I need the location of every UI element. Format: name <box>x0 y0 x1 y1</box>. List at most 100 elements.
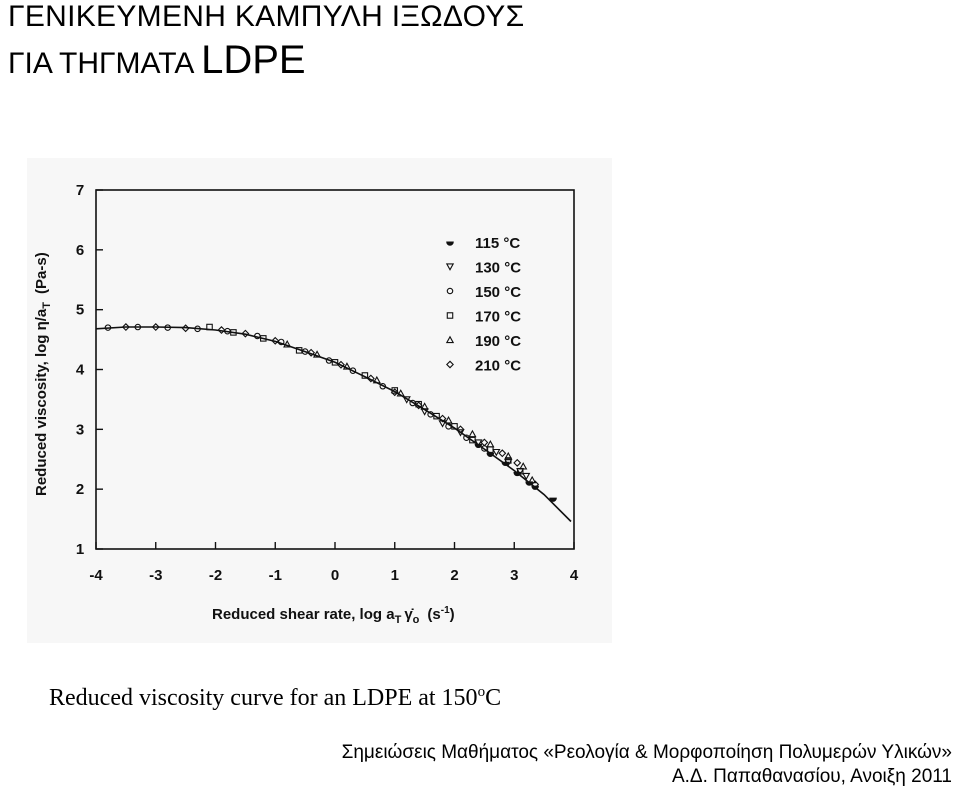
data-point-series-5 <box>498 449 507 458</box>
data-point-series-1 <box>504 459 513 467</box>
slide-title-line-1: ΓΕΝΙΚΕΥΜΕΝΗ ΚΑΜΠΥΛΗ ΙΞΩΔΟΥΣ <box>8 0 524 34</box>
data-point-series-3 <box>451 423 458 430</box>
data-point-series-3 <box>391 387 399 394</box>
data-point-series-5 <box>366 374 375 383</box>
footer-course-notes: Σημειώσεις Μαθήματος «Ρεολογία & Μορφοπο… <box>341 742 952 763</box>
y-axis-label-unit: (Pa-s) <box>33 252 50 294</box>
data-point-series-5 <box>336 360 345 369</box>
x-tick-label: 2 <box>450 567 458 584</box>
legend-label-1: 130 °C <box>475 260 521 277</box>
legend-label-4: 190 °C <box>475 333 521 350</box>
data-point-series-5 <box>121 323 130 331</box>
data-point-series-4 <box>372 375 381 384</box>
data-point-series-0 <box>486 452 495 457</box>
data-point-series-5 <box>151 323 160 331</box>
legend-marker-4 <box>445 335 455 344</box>
data-point-series-2 <box>134 323 142 331</box>
data-point-series-4 <box>283 340 292 348</box>
data-point-series-1 <box>456 429 465 437</box>
data-point-series-3 <box>206 323 213 331</box>
y-tick-label: 3 <box>76 421 84 438</box>
data-point-series-4 <box>312 350 322 358</box>
data-point-series-1 <box>522 472 531 481</box>
y-tick-label: 5 <box>76 302 84 319</box>
data-point-series-3 <box>505 457 512 464</box>
legend-label-3: 170 °C <box>475 309 521 326</box>
legend-label-2: 150 °C <box>475 284 521 301</box>
data-point-series-1 <box>474 439 483 447</box>
caption-text: Reduced viscosity curve for an LDPE at 1… <box>49 685 478 711</box>
x-axis-label-unit-close: ) <box>450 606 455 623</box>
legend-marker-2 <box>446 287 454 295</box>
data-point-series-5 <box>513 458 522 467</box>
data-point-series-4 <box>468 429 477 438</box>
data-point-series-2 <box>379 382 387 390</box>
x-axis-label-prefix: Reduced shear rate, log a <box>212 606 395 623</box>
data-point-series-2 <box>104 324 112 331</box>
curve-layer <box>95 326 572 523</box>
y-axis-label-sub-t: T <box>41 302 53 309</box>
data-point-series-1 <box>492 448 501 457</box>
data-point-series-3 <box>230 329 237 336</box>
legend-label-0: 115 °C <box>475 235 520 252</box>
data-point-series-5 <box>271 336 280 345</box>
x-axis-label-gamma: γ̇ <box>404 606 414 623</box>
y-axis-label-prefix: Reduced viscosity, log η/a <box>33 308 50 496</box>
x-tick-label: -1 <box>269 567 282 584</box>
data-point-series-3 <box>469 436 476 444</box>
x-tick-label: -3 <box>149 567 162 584</box>
data-point-series-3 <box>295 347 303 354</box>
data-point-series-4 <box>396 389 405 397</box>
data-point-series-3 <box>361 372 369 379</box>
legend-marker-1 <box>445 263 455 271</box>
data-point-series-5 <box>217 326 226 334</box>
title-line-2-prefix: ΓΙΑ ΤΗΓΜΑΤΑ <box>8 47 193 80</box>
x-tick-label: 4 <box>570 567 579 584</box>
legend-label-5: 210 °C <box>475 358 521 375</box>
x-tick-label: -2 <box>209 567 222 584</box>
data-point-series-1 <box>438 420 447 428</box>
data-point-series-4 <box>519 462 528 470</box>
x-tick-label: 1 <box>391 567 399 584</box>
caption-degree-sup: o <box>477 684 486 700</box>
data-point-series-3 <box>260 335 267 342</box>
data-point-series-2 <box>349 367 357 374</box>
y-tick-label: 2 <box>76 481 84 498</box>
data-point-series-5 <box>307 348 316 357</box>
x-axis-label-unit-sup: -1 <box>441 605 450 616</box>
data-point-series-0 <box>549 497 557 502</box>
data-point-series-5 <box>181 324 190 333</box>
data-point-series-5 <box>414 401 423 410</box>
data-point-series-4 <box>444 416 453 424</box>
y-tick-label: 6 <box>76 242 84 259</box>
data-point-series-3 <box>433 412 440 420</box>
data-point-series-4 <box>420 402 429 410</box>
y-axis-label: Reduced viscosity, log η/aT (Pa-s) <box>33 252 53 496</box>
x-axis-label: Reduced shear rate, log aT γ̇o (s-1) <box>212 605 455 626</box>
y-tick-label: 4 <box>76 362 85 379</box>
legend: 115 °C 130 °C 150 °C 170 °C 190 °C 210 °C <box>445 235 521 375</box>
data-point-series-2 <box>277 338 285 346</box>
y-tick-label: 7 <box>76 182 84 199</box>
x-axis-label-sub-o: o <box>413 614 420 626</box>
title-line-1-text: ΓΕΝΙΚΕΥΜΕΝΗ ΚΑΜΠΥΛΗ ΙΞΩΔΟΥΣ <box>8 0 525 33</box>
figure-caption: Reduced viscosity curve for an LDPE at 1… <box>49 684 501 712</box>
caption-unit: C <box>485 685 502 711</box>
x-tick-label: 3 <box>510 567 518 584</box>
data-point-series-5 <box>531 480 540 489</box>
legend-marker-5 <box>446 360 454 369</box>
x-axis-label-sub-t: T <box>395 614 402 626</box>
x-axis-label-unit: (s <box>427 606 440 623</box>
data-point-series-4 <box>528 475 537 484</box>
data-point-series-1 <box>402 396 411 404</box>
data-point-series-5 <box>390 388 399 397</box>
data-point-series-5 <box>438 414 447 423</box>
fit-curve <box>95 326 572 523</box>
points-layer <box>104 323 557 502</box>
legend-marker-3 <box>446 312 454 319</box>
x-tick-label: 0 <box>331 567 339 584</box>
x-tick-label: -4 <box>89 567 103 584</box>
figure-panel: -4 -3 -2 -1 0 1 2 3 4 1 2 3 4 5 6 7 115 °C 130 °C 150 °C 1… <box>27 158 612 643</box>
data-point-series-2 <box>164 324 171 331</box>
